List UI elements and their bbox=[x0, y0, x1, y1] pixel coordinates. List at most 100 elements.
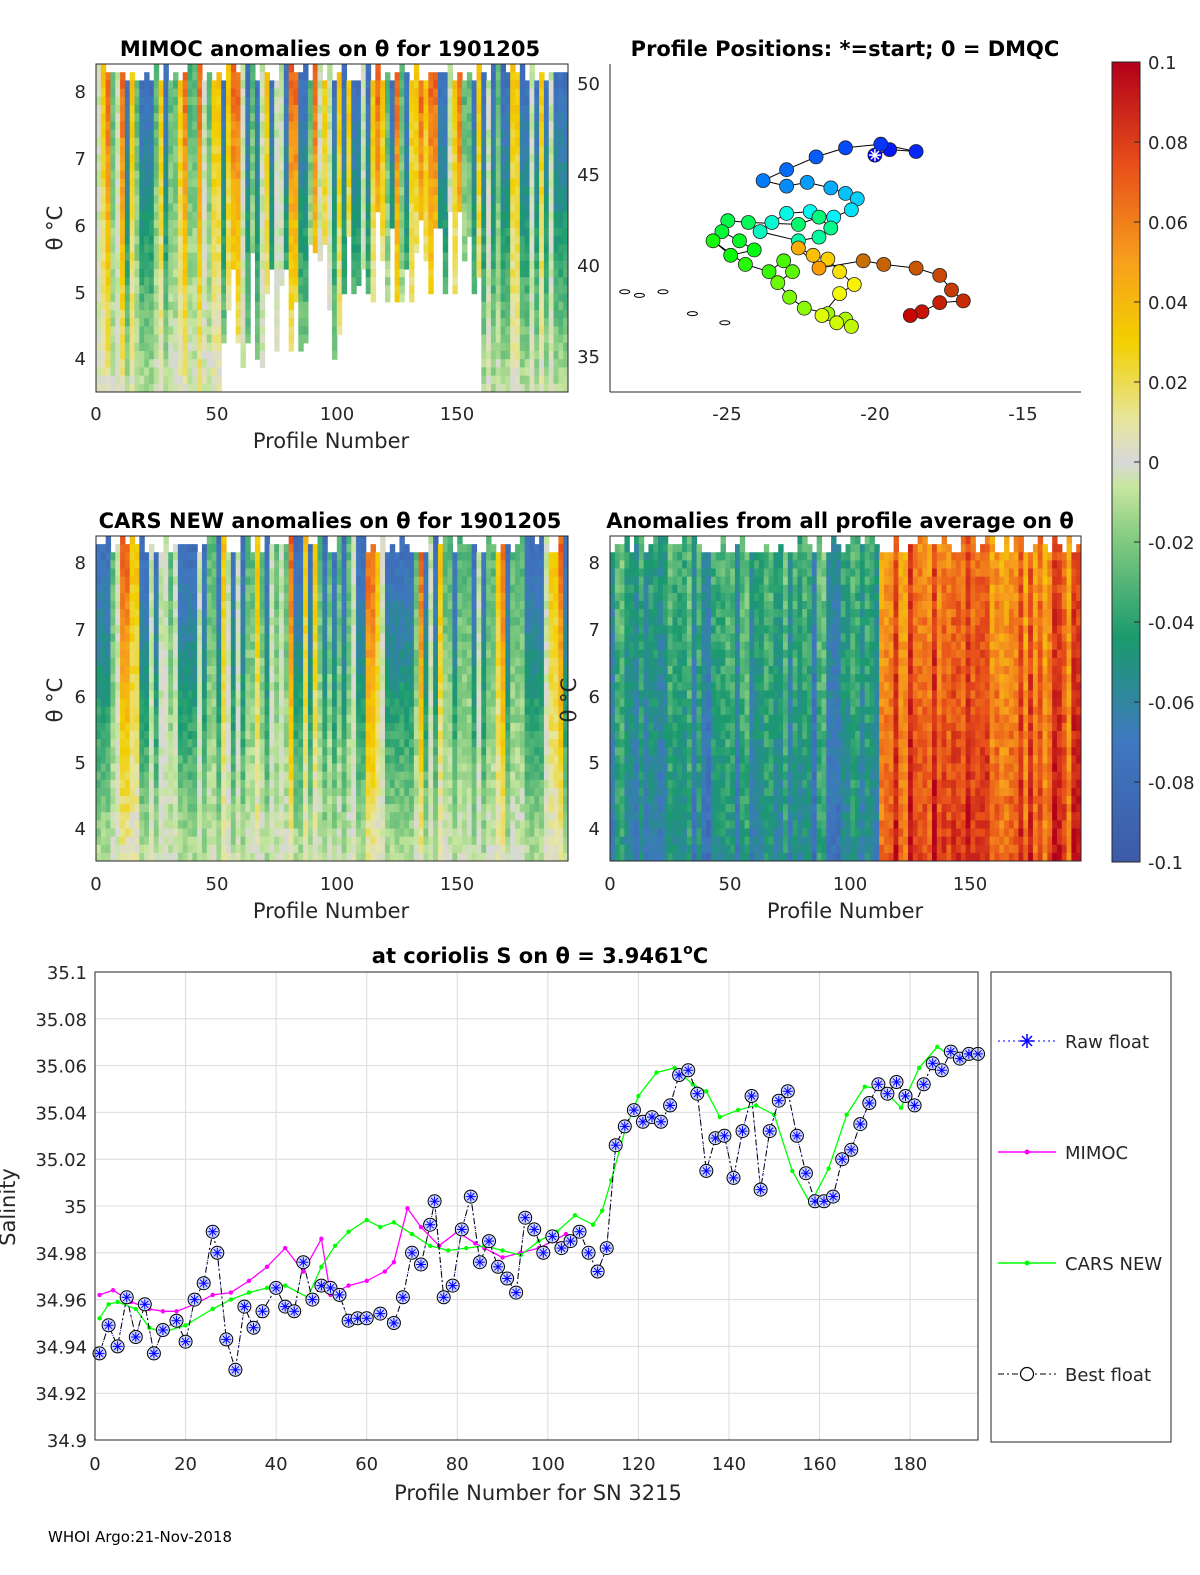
heatmap-cell bbox=[153, 747, 160, 756]
heatmap-cell bbox=[293, 706, 299, 716]
heatmap-cell bbox=[187, 64, 193, 73]
heatmap-cell bbox=[563, 252, 568, 262]
heatmap-cell bbox=[139, 326, 145, 336]
heatmap-cell bbox=[100, 844, 107, 854]
heatmap-cell bbox=[124, 568, 131, 578]
heatmap-cell bbox=[115, 787, 121, 797]
heatmap-cell bbox=[466, 219, 473, 229]
heatmap-cell bbox=[235, 714, 242, 724]
heatmap-cell bbox=[216, 244, 222, 254]
heatmap-cell bbox=[476, 113, 482, 122]
heatmap-cell bbox=[495, 244, 502, 254]
heatmap-cell bbox=[519, 236, 526, 245]
heatmap-cell bbox=[307, 228, 314, 237]
heatmap-cell bbox=[389, 121, 396, 131]
heatmap-cell bbox=[182, 80, 189, 90]
heatmap-cell bbox=[177, 771, 184, 781]
heatmap-cell bbox=[168, 771, 174, 781]
heatmap-cell bbox=[240, 771, 246, 781]
heatmap-cell bbox=[543, 96, 550, 106]
heatmap-cell bbox=[428, 105, 434, 114]
heatmap-cell bbox=[346, 129, 352, 139]
heatmap-cell bbox=[163, 318, 169, 327]
heatmap-cell bbox=[197, 195, 203, 204]
heatmap-cell bbox=[105, 739, 112, 748]
heatmap-cell bbox=[442, 170, 449, 180]
heatmap-cell bbox=[563, 326, 568, 336]
heatmap-cell bbox=[471, 178, 478, 188]
heatmap-cell bbox=[332, 318, 338, 327]
heatmap-cell bbox=[163, 146, 169, 155]
heatmap-cell bbox=[553, 342, 559, 352]
heatmap-cell bbox=[563, 367, 568, 377]
heatmap-cell bbox=[384, 277, 391, 286]
heatmap-cell bbox=[211, 211, 218, 221]
heatmap-cell bbox=[211, 252, 218, 262]
heatmap-cell bbox=[264, 285, 270, 295]
heatmap-cell bbox=[216, 326, 222, 336]
heatmap-cell bbox=[274, 617, 280, 626]
heatmap-cell bbox=[423, 96, 429, 106]
heatmap-cell bbox=[120, 252, 126, 262]
heatmap-cell bbox=[500, 326, 506, 336]
heatmap-cell bbox=[115, 310, 121, 319]
heatmap-cell bbox=[226, 121, 232, 131]
heatmap-cell bbox=[124, 641, 131, 651]
heatmap-cell bbox=[298, 828, 304, 838]
heatmap-cell bbox=[110, 105, 116, 114]
heatmap-cell bbox=[115, 649, 121, 659]
heatmap-cell bbox=[274, 560, 280, 570]
mimoc-xtick: 50 bbox=[206, 404, 229, 425]
heatmap-cell bbox=[553, 105, 559, 114]
heatmap-cell bbox=[307, 162, 314, 172]
heatmap-cell bbox=[283, 211, 290, 221]
heatmap-cell bbox=[129, 609, 136, 618]
heatmap-cell bbox=[120, 731, 126, 740]
heatmap-cell bbox=[495, 96, 502, 106]
heatmap-cell bbox=[264, 72, 270, 81]
heatmap-cell bbox=[418, 88, 425, 98]
heatmap-cell bbox=[269, 96, 275, 106]
heatmap-cell bbox=[298, 285, 304, 295]
heatmap-cell bbox=[476, 269, 482, 278]
heatmap-cell bbox=[264, 601, 270, 610]
heatmap-cell bbox=[332, 88, 338, 98]
heatmap-cell bbox=[206, 771, 213, 781]
heatmap-cell bbox=[230, 137, 237, 147]
heatmap-cell bbox=[120, 633, 126, 643]
heatmap-cell bbox=[177, 367, 184, 377]
heatmap-cell bbox=[100, 285, 107, 295]
heatmap-cell bbox=[216, 277, 222, 286]
heatmap-cell bbox=[404, 72, 410, 81]
heatmap-cell bbox=[192, 170, 198, 180]
heatmap-cell bbox=[96, 771, 102, 781]
heatmap-cell bbox=[182, 820, 189, 830]
heatmap-cell bbox=[100, 244, 107, 254]
heatmap-cell bbox=[327, 285, 333, 295]
heatmap-cell bbox=[226, 178, 232, 188]
heatmap-cell bbox=[148, 310, 155, 319]
heatmap-cell bbox=[148, 649, 155, 659]
heatmap-cell bbox=[230, 228, 237, 237]
heatmap-cell bbox=[519, 154, 526, 163]
heatmap-cell bbox=[197, 211, 203, 221]
heatmap-cell bbox=[187, 154, 193, 163]
heatmap-cell bbox=[211, 318, 218, 327]
heatmap-cell bbox=[245, 796, 251, 805]
heatmap-cell bbox=[144, 260, 150, 270]
heatmap-cell bbox=[201, 318, 208, 327]
heatmap-cell bbox=[399, 105, 405, 114]
heatmap-cell bbox=[245, 649, 251, 659]
heatmap-cell bbox=[168, 812, 174, 821]
heatmap-cell bbox=[428, 260, 434, 270]
heatmap-cell bbox=[283, 852, 290, 861]
heatmap-cell bbox=[168, 779, 174, 789]
heatmap-cell bbox=[245, 706, 251, 716]
heatmap-cell bbox=[139, 584, 145, 594]
heatmap-cell bbox=[100, 779, 107, 789]
heatmap-cell bbox=[240, 64, 246, 73]
heatmap-cell bbox=[466, 162, 473, 172]
heatmap-cell bbox=[442, 113, 449, 122]
heatmap-cell bbox=[490, 326, 497, 336]
heatmap-cell bbox=[548, 129, 555, 139]
